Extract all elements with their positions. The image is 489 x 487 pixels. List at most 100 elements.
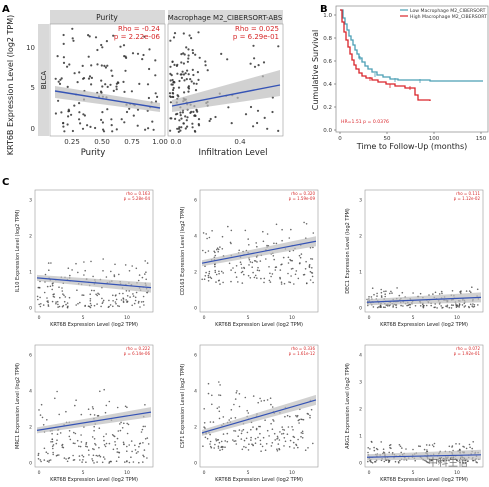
- scatter-point: [96, 48, 99, 52]
- scatter-point: [389, 292, 391, 295]
- y-tick: 1: [359, 270, 362, 276]
- scatter-point: [288, 446, 291, 448]
- scatter-point: [382, 448, 385, 451]
- scatter-point: [251, 261, 254, 264]
- scatter-point: [100, 64, 103, 67]
- scatter-point: [134, 299, 137, 302]
- scatter-point: [112, 305, 114, 308]
- scatter-point: [176, 72, 179, 75]
- scatter-point: [110, 124, 113, 127]
- scatter-point: [176, 127, 179, 130]
- scatter-point: [78, 111, 81, 114]
- fit-line: [366, 296, 482, 303]
- scatter-point: [426, 449, 428, 451]
- scatter-point: [43, 447, 46, 450]
- scatter-point: [46, 419, 48, 421]
- scatter-point: [48, 461, 50, 463]
- scatter-point: [437, 461, 440, 463]
- scatter-point: [97, 455, 99, 457]
- facet-strip-m2: [168, 10, 283, 24]
- scatter-point: [208, 236, 211, 239]
- scatter-point: [131, 265, 133, 267]
- scatter-point: [391, 452, 394, 454]
- scatter-point: [78, 71, 81, 74]
- scatter-point: [298, 254, 301, 257]
- scatter-point: [87, 449, 90, 452]
- scatter-point: [47, 305, 50, 307]
- scatter-point: [300, 253, 303, 255]
- scatter-point: [67, 115, 70, 118]
- scatter-point: [399, 459, 401, 462]
- scatter-point: [75, 399, 77, 402]
- scatter-point: [52, 444, 55, 446]
- x-tick: 10: [124, 470, 130, 476]
- scatter-point: [94, 126, 97, 130]
- scatter-point: [242, 428, 245, 431]
- scatter-point: [218, 417, 221, 420]
- scatter-point: [108, 442, 111, 445]
- scatter-point: [132, 293, 134, 295]
- scatter-point: [58, 305, 61, 308]
- scatter-point: [141, 276, 144, 279]
- scatter-point: [116, 437, 119, 440]
- x-tick: 10: [289, 315, 295, 321]
- scatter-point: [122, 441, 125, 444]
- scatter-point: [451, 446, 453, 448]
- scatter-point: [398, 444, 401, 446]
- scatter-point: [287, 426, 290, 428]
- scatter-point: [295, 270, 298, 272]
- y-tick: 0: [194, 461, 197, 467]
- scatter-point: [230, 269, 232, 271]
- y-tick: 1: [359, 434, 362, 440]
- scatter-point: [55, 455, 58, 457]
- scatter-point: [171, 60, 174, 64]
- scatter-point: [304, 449, 307, 452]
- scatter-point: [263, 399, 266, 402]
- scatter-point: [373, 293, 375, 296]
- scatter-point: [220, 52, 223, 56]
- scatter-point: [101, 85, 104, 88]
- scatter-point: [301, 430, 304, 433]
- y-tick: 2: [29, 425, 32, 431]
- scatter-point: [93, 429, 95, 432]
- scatter-point: [192, 73, 195, 77]
- scatter-point: [39, 296, 41, 299]
- scatter-point: [169, 129, 172, 132]
- scatter-point: [102, 435, 105, 438]
- scatter-point: [55, 442, 58, 445]
- scatter-point: [241, 430, 243, 432]
- scatter-point: [113, 435, 116, 438]
- scatter-point: [461, 304, 464, 306]
- panel-label-b: B: [320, 4, 328, 15]
- scatter-point: [459, 461, 461, 464]
- scatter-point: [130, 440, 133, 442]
- scatter-point: [62, 304, 65, 307]
- scatter-point: [298, 422, 300, 424]
- scatter-point: [244, 396, 247, 399]
- scatter-point: [215, 273, 218, 276]
- x-tick: 5: [82, 470, 85, 476]
- scatter-point: [43, 459, 46, 461]
- scatter-point: [432, 445, 435, 448]
- scatter-point: [98, 293, 100, 296]
- plot-frame: [34, 189, 154, 313]
- scatter-point: [187, 90, 190, 93]
- scatter-point: [63, 300, 66, 303]
- scatter-point: [462, 445, 464, 448]
- scatter-point: [197, 78, 200, 81]
- scatter-point: [182, 62, 185, 65]
- scatter-point: [197, 31, 200, 34]
- scatter-point: [288, 237, 291, 239]
- scatter-point: [80, 441, 83, 443]
- scatter-point: [243, 439, 246, 442]
- scatter-point: [108, 305, 110, 308]
- x-tick: 0: [203, 470, 206, 476]
- scatter-point: [239, 261, 242, 264]
- scatter-point: [465, 447, 468, 450]
- scatter-point: [103, 444, 106, 446]
- scatter-point: [247, 274, 250, 277]
- scatter-point: [95, 444, 97, 446]
- scatter-point: [151, 120, 154, 123]
- scatter-point: [263, 281, 265, 284]
